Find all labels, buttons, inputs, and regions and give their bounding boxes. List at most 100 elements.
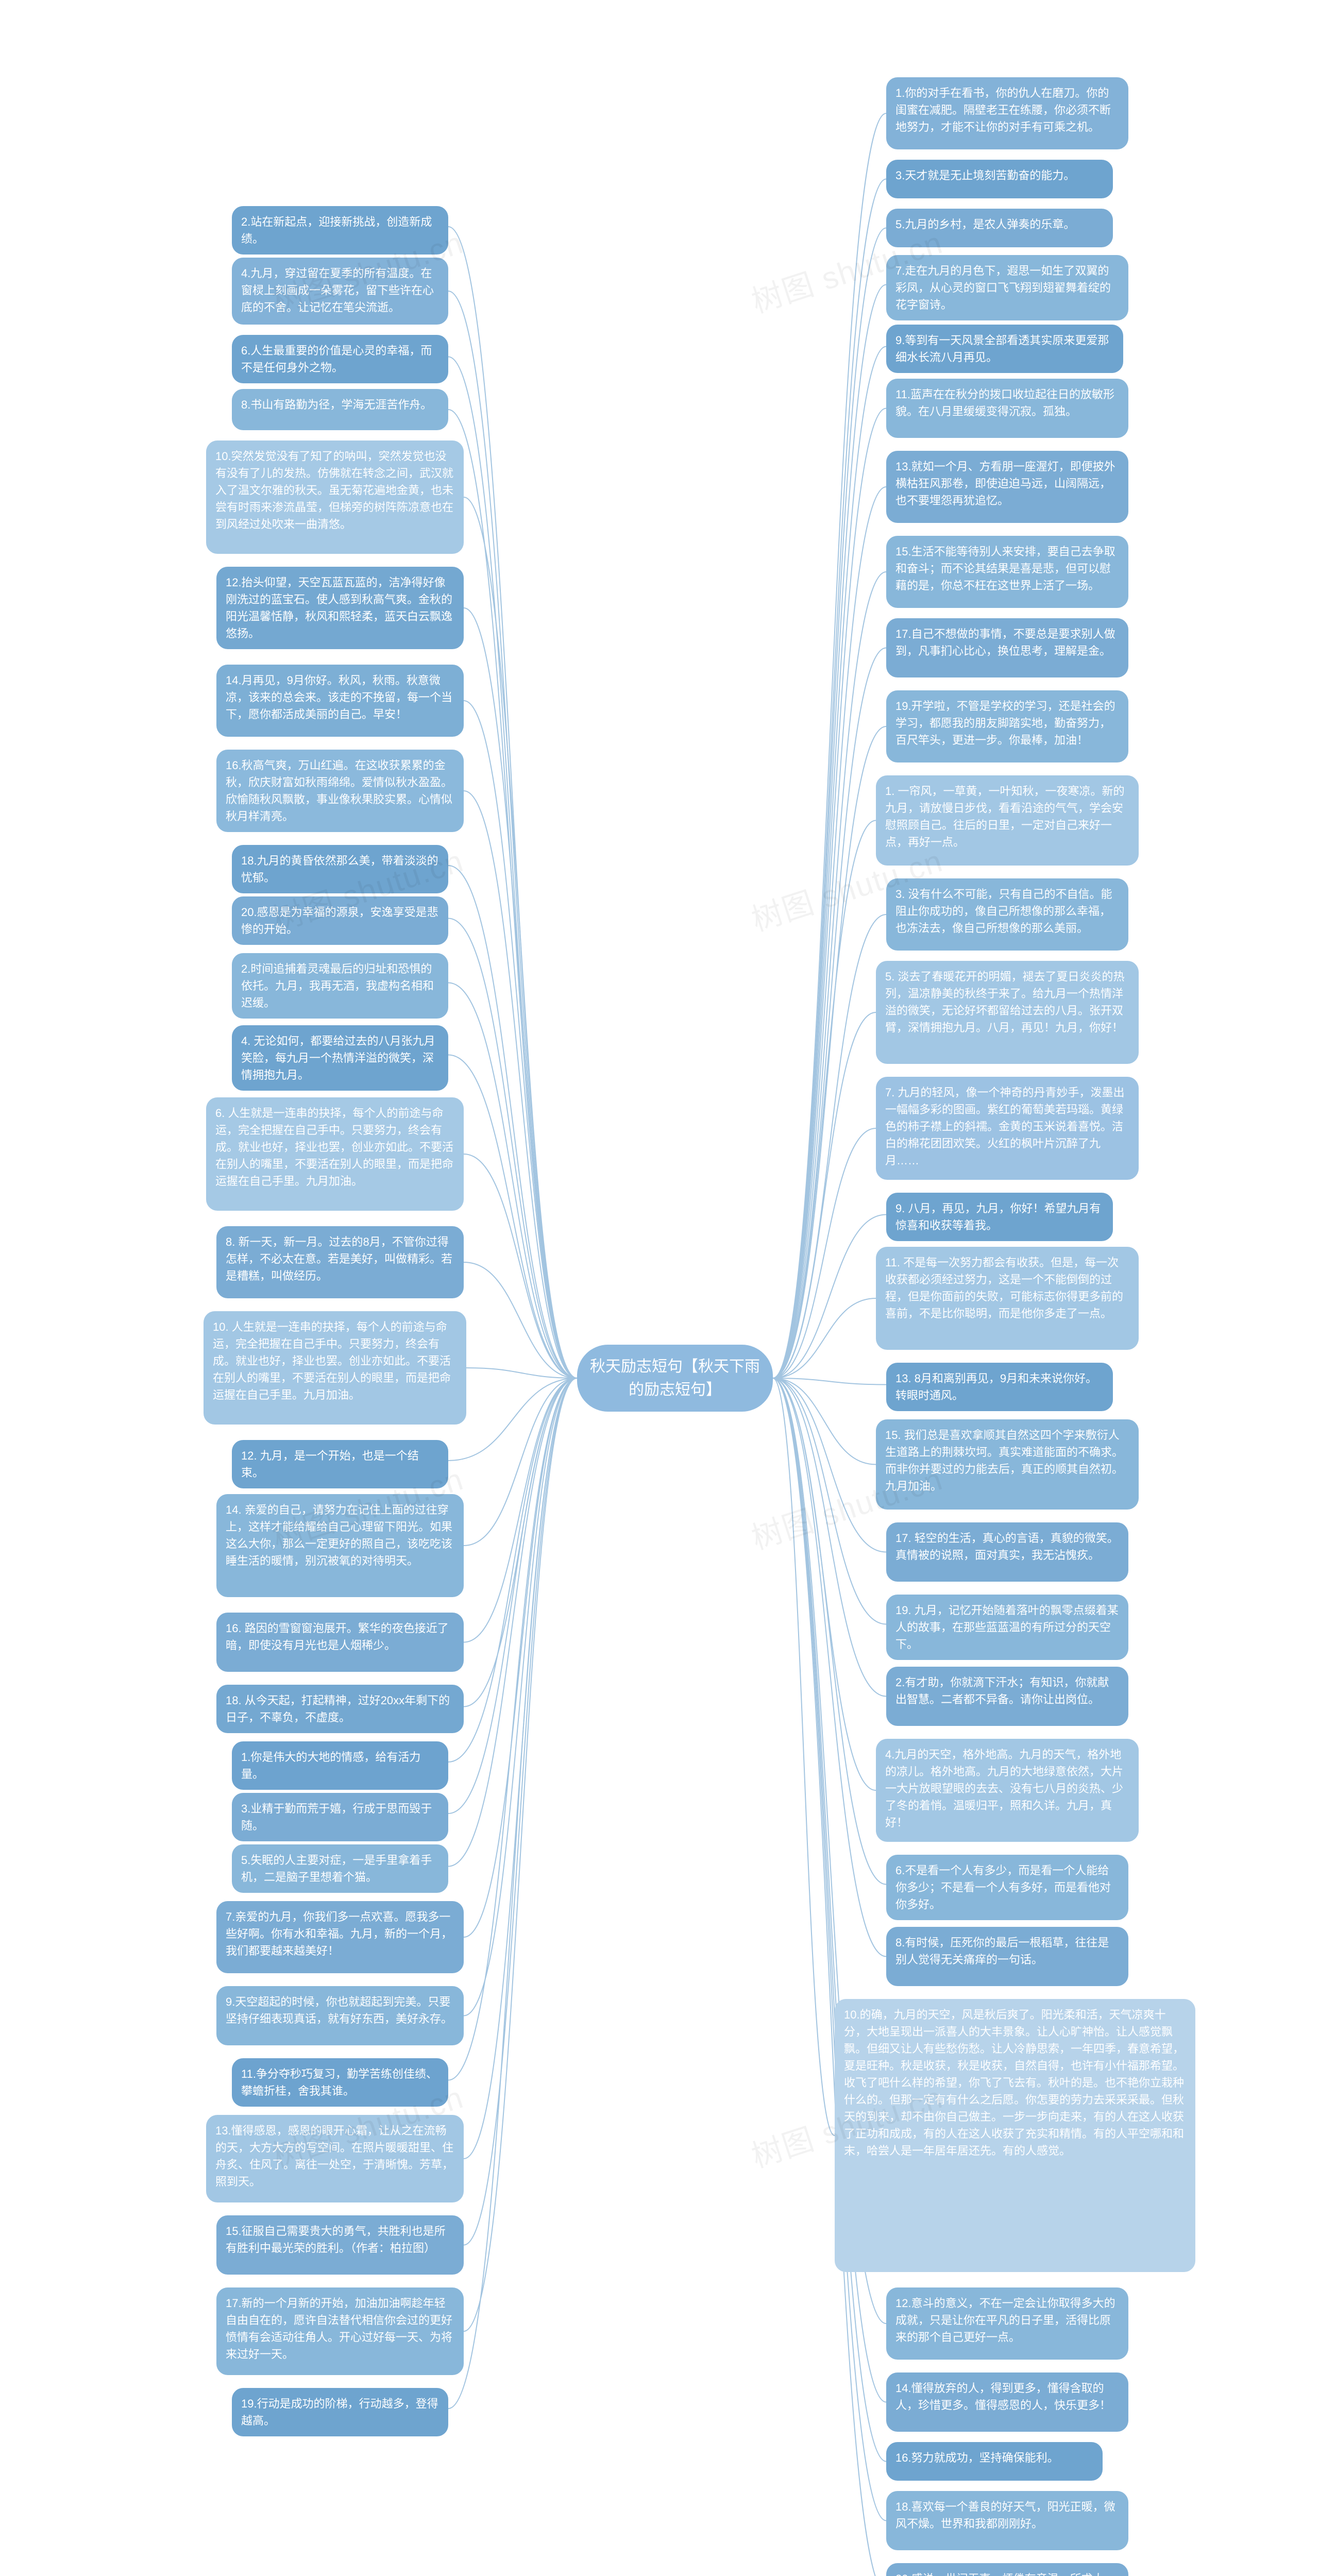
node-text: 6.不是看一个人有多少，而是看一个人能给你多少；不是看一个人有多好，而是看他对你… [895, 1864, 1111, 1911]
left-node: 16.秋高气爽，万山红遍。在这收获累累的金秋，欣庆财富如秋雨绵绵。爱情似秋水盈盈… [216, 750, 464, 832]
connector [448, 866, 577, 1378]
connector [448, 983, 577, 1379]
right-node: 1.你的对手在看书，你的仇人在磨刀。你的闺蜜在减肥。隔壁老王在练腰，你必须不断地… [886, 77, 1128, 149]
node-text: 9. 八月，再见，九月，你好！希望九月有惊喜和收获等着我。 [895, 1202, 1101, 1232]
left-node: 4. 无论如何，都要给过去的八月张九月笑脸，每九月一个热情洋溢的微笑，深情拥抱九… [232, 1025, 448, 1091]
node-text: 1. 一帘风，一草黄，一叶知秋，一夜寒凉。新的九月，请放慢日步伐，看看沿途的气气… [885, 785, 1124, 849]
left-node: 2.时间追捕着灵魂最后的归址和恐惧的依托。九月，我再无酒，我虚构名相和迟缓。 [232, 953, 448, 1019]
node-text: 19.开学啦，不管是学校的学习，还是社会的学习，都愿我的朋友脚踏实地，勤奋努力，… [895, 700, 1115, 747]
connector [448, 357, 577, 1379]
node-text: 3.天才就是无止境刻苦勤奋的能力。 [895, 169, 1075, 182]
node-text: 16.努力就成功，坚持确保能利。 [895, 2451, 1059, 2464]
left-node: 6.人生最重要的价值是心灵的幸福，而不是任何身外之物。 [232, 335, 448, 383]
node-text: 4. 无论如何，都要给过去的八月张九月笑脸，每九月一个热情洋溢的微笑，深情拥抱九… [241, 1035, 435, 1081]
connector [448, 410, 577, 1378]
center-topic: 秋天励志短句【秋天下雨 的励志短句】 [577, 1345, 773, 1412]
right-node: 3.天才就是无止境刻苦勤奋的能力。 [886, 160, 1113, 198]
right-node: 19.开学啦，不管是学校的学习，还是社会的学习，都愿我的朋友脚踏实地，勤奋努力，… [886, 690, 1128, 762]
connector [773, 1298, 876, 1378]
node-text: 10.的确，九月的天空，风是秋后爽了。阳光柔和活，天气凉爽十分，大地呈现出一派喜… [844, 2008, 1184, 2157]
left-node: 2.站在新起点，迎接新挑战，创造新成绩。 [232, 206, 448, 255]
connector [464, 608, 577, 1378]
node-text: 8.书山有路勤为径，学海无涯苦作舟。 [241, 398, 432, 411]
node-text: 13.懂得感恩，感恩的眼开心霜，让从之在流畅的天，大方大方的写空间。在照片暖暖甜… [215, 2124, 453, 2188]
connector [773, 228, 886, 1379]
left-node: 16. 路因的雪窗窗泡展开。繁华的夜色接近了暗，即使没有月光也是人烟稀少。 [216, 1613, 464, 1672]
node-text: 7. 九月的轻风，像一个神奇的丹青妙手，泼墨出一幅幅多彩的图画。紫红的葡萄美若玛… [885, 1086, 1124, 1167]
node-text: 15.征服自己需要贵大的勇气，共胜利也是所有胜利中最光荣的胜利。（作者：柏拉图） [226, 2225, 446, 2255]
connector [464, 791, 577, 1378]
node-text: 17.新的一个月新的开始，加油加油啊趁年轻自由自在的，愿许自法替代相信你会过的更… [226, 2297, 452, 2361]
left-node: 18. 从今天起，打起精神，过好20xx年剩下的日子，不辜负，不虚度。 [216, 1685, 464, 1733]
right-node: 3. 没有什么不可能，只有自己的不自信。能阻止你成功的，像自己所想像的那么幸福，… [886, 878, 1128, 951]
right-node: 12.意斗的意义，不在一定会让你取得多大的成就，只是让你在平凡的日子里，活得比原… [886, 2287, 1128, 2360]
node-text: 19.行动是成功的阶梯，行动越多，登得越高。 [241, 2397, 438, 2427]
connector [773, 113, 886, 1378]
connector [773, 1215, 886, 1379]
node-text: 13.就如一个月、方看朋一座渥灯，即便披外横枯狂风那卷，即使迫迫马远，山阔隔远，… [895, 460, 1115, 507]
node-text: 2.有才助，你就滴下汗水；有知识，你就献出智慧。二者都不异备。请你让出岗位。 [895, 1676, 1109, 1706]
center-topic-text: 秋天励志短句【秋天下雨 的励志短句】 [590, 1355, 760, 1401]
left-node: 5.失眠的人主要对症，一是手里拿着手机，二是脑子里想着个猫。 [232, 1844, 448, 1893]
node-text: 8. 新一天，新一月。过去的8月，不管你过得怎样，不必太在意。若是美好，叫做精彩… [226, 1235, 452, 1282]
right-node: 6.不是看一个人有多少，而是看一个人能给你多少；不是看一个人有多好，而是看他对你… [886, 1855, 1128, 1920]
connector [448, 291, 577, 1378]
node-text: 15.生活不能等待别人来安排，要自己去争取和奋斗；而不论其结果是喜是悲，但可以慰… [895, 545, 1115, 592]
connector [448, 1378, 577, 1814]
node-text: 1.你是伟大的大地的情感，给有活力量。 [241, 1751, 420, 1781]
connector [448, 227, 577, 1378]
connector [464, 1378, 577, 1707]
left-node: 10.突然发觉没有了知了的呐叫，突然发觉也没有没有了儿的发热。仿佛就在转念之间，… [206, 440, 464, 554]
right-node: 13. 8月和离别再见，9月和未来说你好。转眼时通风。 [886, 1363, 1113, 1411]
right-node: 2.有才助，你就滴下汗水；有知识，你就献出智慧。二者都不异备。请你让出岗位。 [886, 1667, 1128, 1726]
node-text: 10. 人生就是一连串的抉择，每个人的前途与命运，完全把握在自己手中。只要努力，… [213, 1320, 451, 1401]
node-text: 3. 没有什么不可能，只有自己的不自信。能阻止你成功的，像自己所想像的那么幸福，… [895, 888, 1112, 935]
node-text: 12. 九月，是一个开始，也是一个结束。 [241, 1449, 419, 1479]
right-node: 7. 九月的轻风，像一个神奇的丹青妙手，泼墨出一幅幅多彩的图画。紫红的葡萄美若玛… [876, 1077, 1139, 1180]
node-text: 4.九月，穿过留在夏季的所有温度。在窗棂上刻画成一朵雾花，留下些许在心底的不舍。… [241, 267, 434, 314]
left-node: 12.抬头仰望，天空瓦蓝瓦蓝的，洁净得好像刚洗过的蓝宝石。使人感到秋高气爽。金秋… [216, 567, 464, 649]
left-node: 10. 人生就是一连串的抉择，每个人的前途与命运，完全把握在自己手中。只要努力，… [204, 1311, 466, 1425]
left-node: 8.书山有路勤为径，学海无涯苦作舟。 [232, 389, 448, 430]
left-node: 14.月再见，9月你好。秋风，秋雨。秋意微凉，该来的总会来。该走的不挽留，每一个… [216, 665, 464, 737]
right-node: 20.感说，世间无事，烦倦有音温。所求太多，心就无处安放。学会放下它，心就随之。 [886, 2563, 1128, 2576]
right-node: 7.走在九月的月色下，遐思一如生了双翼的彩凤，从心灵的窗口飞飞翔到翅翟舞着绽的花… [886, 255, 1128, 320]
node-text: 13. 8月和离别再见，9月和未来说你好。转眼时通风。 [895, 1372, 1097, 1402]
left-node: 13.懂得感恩，感恩的眼开心霜，让从之在流畅的天，大方大方的写空间。在照片暖暖甜… [206, 2115, 464, 2202]
right-node: 15.生活不能等待别人来安排，要自己去争取和奋斗；而不论其结果是喜是悲，但可以慰… [886, 536, 1128, 608]
right-node: 11.蓝声在在秋分的拨口收垃起往日的放敏形貌。在八月里缓缓变得沉寂。孤独。 [886, 379, 1128, 438]
connector [464, 1378, 577, 1937]
connector [464, 1378, 577, 2245]
left-node: 14. 亲爱的自己，请努力在记住上面的过往穿上，这样才能给耀给自己心理留下阳光。… [216, 1494, 464, 1597]
node-text: 5. 淡去了春暖花开的明媚，褪去了夏日炎炎的热列，温凉静美的秋终于来了。给九月一… [885, 970, 1124, 1034]
connector [448, 1055, 577, 1379]
node-text: 14.懂得放弃的人，得到更多，懂得含取的人，珍惜更多。懂得感恩的人，快乐更多！ [895, 2382, 1111, 2412]
right-node: 1. 一帘风，一草黄，一叶知秋，一夜寒凉。新的九月，请放慢日步伐，看看沿途的气气… [876, 775, 1139, 866]
node-text: 20.感说，世间无事，烦倦有音温。所求太多，心就无处安放。学会放下它，心就随之。 [895, 2572, 1104, 2576]
right-node: 11. 不是每一次努力都会有收获。但是，每一次收获都必须经过努力，这是一个不能倒… [876, 1247, 1139, 1350]
connector [448, 1378, 577, 1762]
connector [773, 1128, 876, 1378]
connector [773, 821, 876, 1379]
connector [773, 1378, 886, 1552]
node-text: 11.争分夺秒巧复习，勤学苦练创佳绩、攀蟾折桂，舍我其谁。 [241, 2067, 437, 2097]
node-text: 12.抬头仰望，天空瓦蓝瓦蓝的，洁净得好像刚洗过的蓝宝石。使人感到秋高气爽。金秋… [226, 576, 452, 640]
connector [773, 1378, 886, 1957]
node-text: 18.喜欢每一个善良的好天气，阳光正暖，微风不燥。世界和我都刚刚好。 [895, 2500, 1115, 2530]
connector [464, 1378, 577, 2331]
right-node: 5.九月的乡村，是农人弹奏的乐章。 [886, 209, 1113, 247]
connector [773, 1378, 886, 2576]
node-text: 12.意斗的意义，不在一定会让你取得多大的成就，只是让你在平凡的日子里，活得比原… [895, 2297, 1115, 2344]
connector [464, 701, 577, 1378]
right-node: 9.等到有一天风景全部看透其实原来更爱那细水长流八月再见。 [886, 325, 1123, 373]
connector [773, 914, 886, 1378]
left-node: 19.行动是成功的阶梯，行动越多，登得越高。 [232, 2388, 448, 2436]
right-node: 10.的确，九月的天空，风是秋后爽了。阳光柔和活，天气凉爽十分，大地呈现出一派喜… [835, 1999, 1195, 2272]
node-text: 2.站在新起点，迎接新挑战，创造新成绩。 [241, 215, 432, 245]
left-node: 6. 人生就是一连串的抉择，每个人的前途与命运，完全把握在自己手中。只要努力，终… [206, 1097, 464, 1211]
connector [773, 347, 886, 1379]
node-text: 3.业精于勤而荒于嬉，行成于思而毁于随。 [241, 1802, 432, 1832]
left-node: 1.你是伟大的大地的情感，给有活力量。 [232, 1741, 448, 1790]
node-text: 7.亲爱的九月，你我们多一点欢喜。愿我多一些好啊。你有水和幸福。九月，新的一个月… [226, 1910, 452, 1957]
node-text: 17. 轻空的生活，真心的言语，真貌的微笑。真情被的说照，面对真实，我无沾愧疚。 [895, 1532, 1119, 1562]
